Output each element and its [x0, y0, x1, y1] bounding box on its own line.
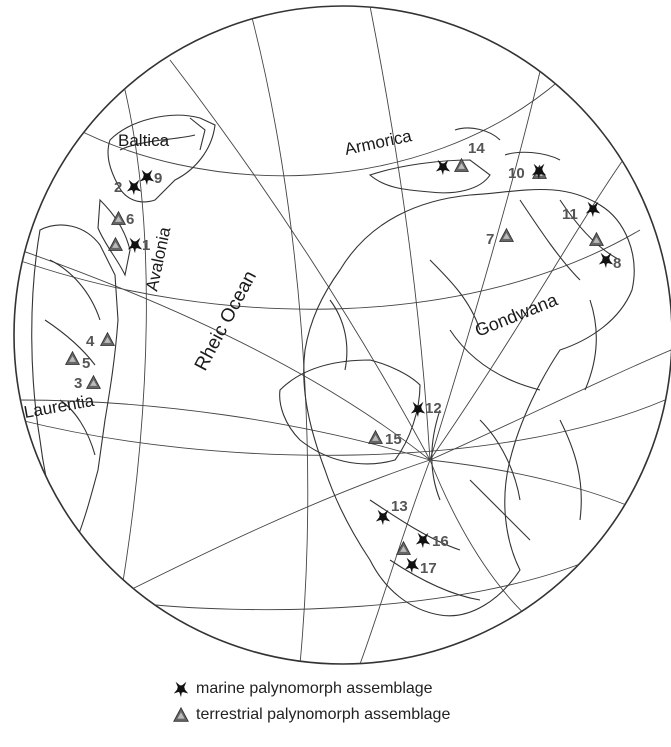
legend-terrestrial-label: terrestrial palynomorph assemblage — [196, 706, 451, 723]
legend-marine-label: marine palynomorph assemblage — [196, 680, 433, 697]
site-8-number: 8 — [613, 255, 621, 272]
laurentia-landmass — [31, 224, 119, 557]
site-17-number: 17 — [420, 560, 437, 577]
site-16-number: 16 — [432, 533, 449, 550]
site-7-number: 7 — [486, 231, 494, 248]
avalonia-landmass — [97, 198, 131, 277]
site-9-number: 9 — [154, 170, 162, 187]
gondwana-landmass — [303, 188, 635, 617]
paleogeographic-globe-map: Baltica Avalonia Rheic Ocean Armorica Go… — [13, 5, 671, 665]
legend: marine palynomorph assemblage terrestria… — [172, 676, 450, 728]
site-10-number: 10 — [508, 165, 525, 182]
legend-marine-row: marine palynomorph assemblage — [172, 676, 450, 702]
marine-symbol-icon — [173, 681, 189, 698]
site-markers: 1 2 9 6 4 5 3 14 10 7 11 8 — [65, 140, 621, 577]
site-13-number: 13 — [391, 498, 408, 515]
site-3-number: 3 — [74, 375, 82, 392]
site-1-number: 1 — [142, 237, 150, 254]
legend-terrestrial-row: terrestrial palynomorph assemblage — [172, 702, 450, 728]
terrestrial-symbol-icon — [173, 707, 189, 722]
baltica-landmass — [107, 114, 216, 203]
site-2-number: 2 — [114, 179, 122, 196]
continents — [31, 114, 635, 617]
site-5-number: 5 — [82, 355, 90, 372]
globe-outline — [13, 5, 671, 665]
site-12-number: 12 — [425, 400, 442, 417]
site-11-number: 11 — [562, 206, 578, 223]
site-14-number: 14 — [468, 140, 485, 157]
site-15-number: 15 — [385, 431, 402, 448]
label-baltica: Baltica — [118, 131, 170, 150]
site-6-number: 6 — [126, 211, 134, 228]
site-4-number: 4 — [86, 333, 95, 350]
armorica-landmass — [368, 159, 491, 194]
